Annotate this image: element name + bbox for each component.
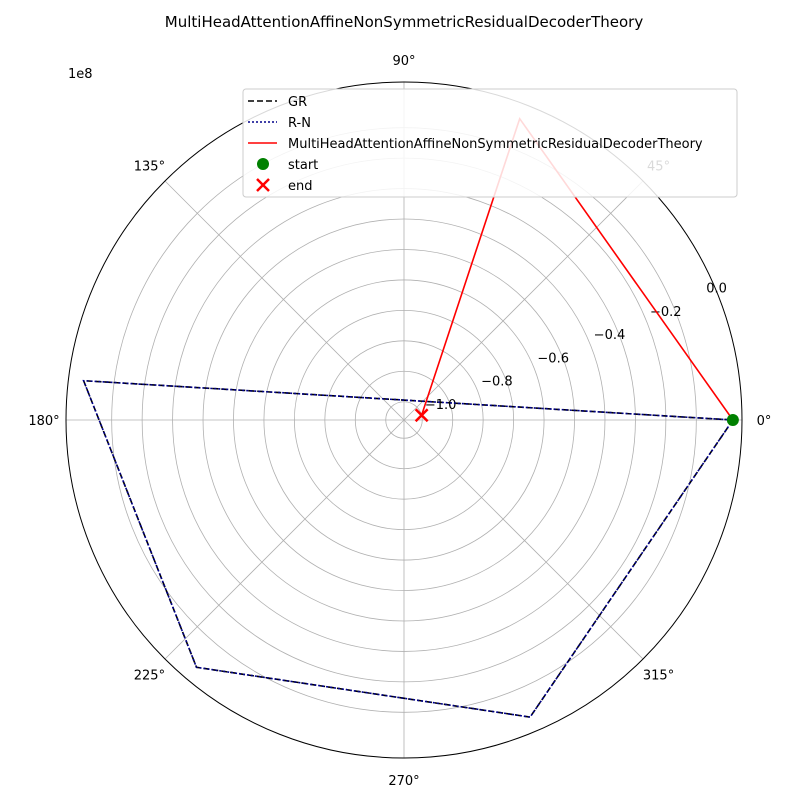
legend-label: R-N (288, 116, 311, 131)
legend-box (242, 88, 738, 198)
legend: GR R-N MultiHeadAttentionAffineNonSymmetri… (242, 88, 738, 198)
legend-handle (256, 178, 270, 192)
start-marker (726, 414, 739, 426)
r-tick-label: −0.6 (537, 351, 569, 366)
legend-label: GR (288, 95, 307, 110)
series-line-r-n (82, 379, 734, 718)
r-tick-label: −0.4 (594, 328, 626, 343)
r-tick-label: 0.0 (706, 281, 727, 296)
theta-grid-line (403, 419, 644, 660)
legend-label: start (288, 158, 318, 173)
chart-title: MultiHeadAttentionAffineNonSymmetricResi… (165, 13, 644, 31)
offset-label: 1e8 (68, 67, 93, 82)
legend-label: end (288, 179, 313, 194)
theta-tick-label: 0° (757, 414, 772, 429)
grid-layer (65, 81, 743, 759)
theta-grid-line (164, 180, 405, 421)
theta-tick-label: 270° (388, 774, 419, 789)
theta-tick-label: 225° (134, 669, 165, 684)
marker-layer (414, 408, 739, 426)
theta-tick-label: 180° (28, 414, 59, 429)
polar-frame (65, 81, 743, 759)
end-marker (414, 408, 429, 423)
theta-grid-line (164, 419, 405, 660)
theta-tick-label: 315° (643, 669, 674, 684)
legend-label: MultiHeadAttentionAffineNonSymmetricResi… (288, 137, 703, 152)
r-tick-label: −1.0 (425, 398, 457, 413)
r-tick-label: −0.8 (481, 375, 513, 390)
legend-handle-stroke (256, 178, 270, 192)
r-tick-labels: −1.0 −0.8 −0.6 −0.4 −0.2 0.0 (425, 281, 727, 413)
end-marker-stroke (414, 408, 429, 423)
legend-handle (257, 158, 269, 170)
theta-grid-line (403, 180, 644, 421)
theta-tick-label: 135° (134, 159, 165, 174)
theta-tick-label: 90° (392, 54, 415, 69)
r-tick-label: −0.2 (650, 305, 682, 320)
